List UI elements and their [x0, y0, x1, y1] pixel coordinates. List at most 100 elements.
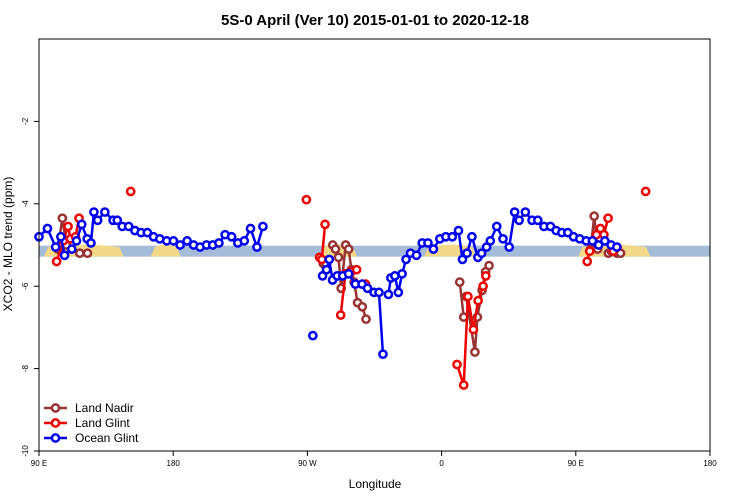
ocean-glint-point-10 — [89, 207, 99, 217]
ocean-glint-point-78 — [514, 215, 524, 226]
land-glint-point-18 — [463, 291, 473, 302]
ocean-glint-point-4 — [59, 250, 70, 261]
ocean-glint-point-68 — [462, 248, 472, 259]
x-tick-label-5: 180 — [703, 459, 717, 468]
legend-label-land-glint: Land Glint — [75, 416, 130, 430]
ocean-glint-point-61 — [423, 238, 433, 248]
y-axis: -2 -4 -6 -8 -10 — [21, 117, 39, 457]
chart-title: 5S-0 April (Ver 10) 2015-01-01 to 2020-1… — [221, 12, 529, 29]
ocean-glint-point-73 — [485, 236, 496, 246]
land-glint-point-21 — [478, 281, 488, 292]
ocean-glint-point-40 — [321, 264, 332, 275]
ocean-glint-point-52 — [383, 289, 394, 300]
ocean-glint-point-65 — [447, 231, 458, 242]
y-tick-label-1: -4 — [21, 200, 30, 208]
ocean-glint-point-69 — [467, 231, 477, 242]
plot-frame — [38, 38, 711, 452]
x-tick-label-3: 0 — [439, 459, 444, 468]
ocean-glint-point-32 — [226, 231, 237, 242]
ocean-glint-point-9 — [86, 238, 96, 248]
ocean-glint-point-38 — [308, 330, 318, 341]
ocean-glint-point-2 — [50, 242, 61, 252]
ocean-glint-point-11 — [92, 215, 103, 226]
ocean-glint-point-81 — [532, 215, 543, 226]
ocean-glint-point-50 — [374, 287, 384, 298]
ocean-glint-point-92 — [600, 236, 610, 246]
ocean-glint-point-91 — [593, 240, 604, 250]
ocean-glint-point-94 — [611, 242, 622, 252]
land-glint-point-17 — [458, 380, 469, 390]
ocean-glint-point-48 — [362, 283, 373, 294]
ocean-glint-point-5 — [66, 244, 77, 254]
series-land-glint — [51, 186, 651, 390]
land-nadir-point-9 — [333, 252, 344, 263]
x-axis-label: Longitude — [349, 477, 402, 491]
ocean-glint-point-16 — [123, 221, 134, 232]
ocean-glint-point-7 — [76, 219, 87, 230]
ocean-glint-point-57 — [401, 254, 411, 265]
ocean-glint-point-24 — [175, 240, 186, 250]
x-tick-label-1: 180 — [167, 459, 181, 468]
land-nadir-point-27 — [589, 211, 600, 222]
ocean-glint-point-45 — [343, 268, 354, 279]
ocean-glint-point-76 — [504, 242, 515, 252]
x-tick-label-4: 90 E — [568, 459, 584, 468]
land-glint-point-0 — [51, 256, 62, 267]
y-tick-label-4: -10 — [21, 445, 30, 457]
land-glint-point-10 — [320, 219, 330, 230]
land-glint-point-24 — [584, 246, 595, 257]
ocean-glint-point-62 — [428, 244, 439, 254]
land-nadir-point-17 — [361, 314, 371, 325]
land-glint-point-2 — [63, 221, 73, 232]
data-series — [34, 186, 651, 390]
y-tick-label-0: -2 — [21, 117, 30, 125]
y-axis-label: XCO2 - MLO trend (ppm) — [1, 177, 15, 312]
ocean-glint-point-90 — [587, 236, 598, 246]
ocean-glint-point-14 — [112, 215, 123, 226]
x-tick-label-2: 90 W — [298, 459, 317, 468]
ocean-glint-point-25 — [182, 236, 192, 246]
ocean-band — [39, 245, 710, 257]
land-nadir-point-25 — [484, 260, 494, 271]
land-nadir-point-4 — [82, 248, 93, 259]
ocean-glint-point-77 — [509, 207, 520, 217]
land-glint-point-9 — [316, 254, 327, 265]
land-nadir-point-8 — [330, 244, 341, 254]
land-glint-point-28 — [603, 213, 613, 224]
y-tick-label-3: -8 — [21, 364, 30, 372]
legend-marker-land-nadir — [50, 403, 61, 413]
land-nadir-point-1 — [57, 213, 68, 224]
legend-marker-land-glint — [50, 418, 61, 428]
y-tick-label-2: -6 — [21, 282, 30, 290]
land-glint-point-23 — [582, 256, 593, 267]
ocean-glint-point-56 — [397, 268, 407, 279]
legend-label-ocean-glint: Ocean Glint — [75, 431, 139, 445]
legend-label-land-nadir: Land Nadir — [75, 401, 134, 415]
ocean-glint-point-36 — [252, 242, 262, 252]
ocean-glint-point-34 — [239, 236, 250, 246]
land-band-1 — [150, 244, 181, 257]
land-glint-point-16 — [452, 359, 462, 370]
land-glint-point-14 — [351, 264, 362, 275]
ocean-glint-point-75 — [498, 233, 508, 244]
ocean-glint-point-55 — [393, 287, 404, 298]
ocean-glint-point-37 — [258, 221, 268, 232]
ocean-glint-point-23 — [168, 236, 179, 246]
land-glint-point-7 — [301, 194, 312, 205]
land-nadir-point-18 — [454, 277, 465, 287]
ocean-glint-point-71 — [476, 248, 487, 259]
ocean-glint-point-74 — [491, 221, 502, 232]
ocean-glint-point-3 — [56, 231, 66, 242]
ocean-glint-point-30 — [214, 238, 224, 248]
land-nadir-line-4 — [458, 281, 465, 318]
ocean-glint-point-6 — [71, 236, 82, 246]
x-axis: 90 E 180 90 W 0 90 E 180 — [31, 451, 717, 468]
land-glint-point-22 — [480, 271, 491, 281]
ocean-glint-point-1 — [42, 223, 53, 234]
ocean-glint-point-67 — [457, 254, 468, 265]
ocean-glint-point-19 — [142, 227, 153, 238]
land-glint-point-31 — [640, 186, 651, 197]
ocean-glint-point-66 — [453, 225, 464, 236]
ocean-glint-point-51 — [378, 349, 388, 360]
